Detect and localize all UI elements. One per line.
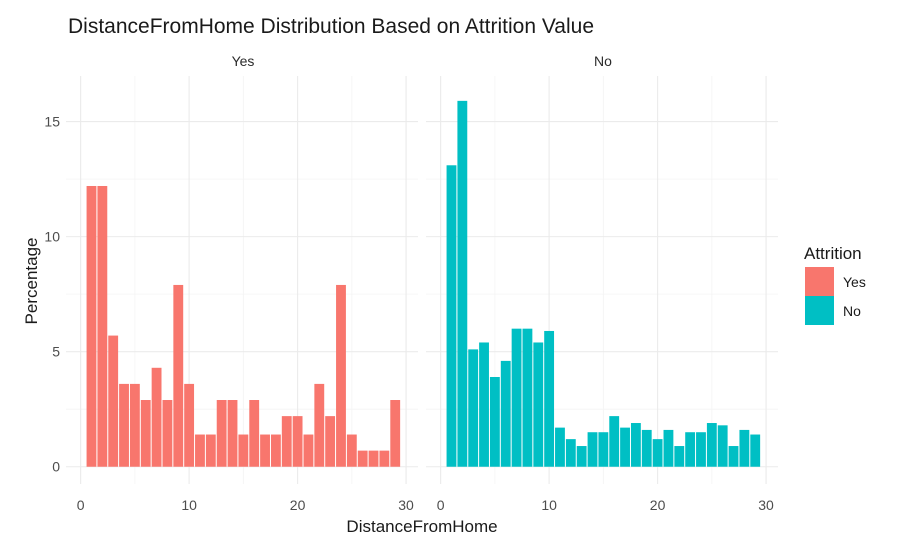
- x-tick-label: 30: [758, 497, 774, 513]
- bar-no-24: [696, 432, 706, 467]
- bar-yes-26: [357, 450, 368, 467]
- x-tick-label: 10: [541, 497, 557, 513]
- facet-panel-yes: [66, 76, 418, 484]
- x-tick-label: 0: [77, 497, 85, 513]
- bar-yes-10: [184, 383, 195, 467]
- bar-no-1: [446, 165, 457, 467]
- bar-no-25: [706, 423, 717, 467]
- bar-yes-4: [119, 383, 129, 467]
- bar-no-3: [468, 349, 479, 467]
- bar-no-7: [511, 328, 522, 467]
- bar-yes-1: [86, 185, 97, 467]
- y-tick-label: 0: [52, 459, 60, 475]
- bar-no-14: [587, 432, 598, 467]
- bar-yes-6: [140, 400, 151, 467]
- bar-no-4: [479, 342, 489, 467]
- bar-no-26: [717, 425, 728, 467]
- legend-title: Attrition: [804, 244, 862, 263]
- bar-yes-12: [205, 434, 216, 467]
- bar-yes-15: [238, 434, 249, 467]
- y-axis-title: Percentage: [22, 238, 41, 325]
- bar-yes-22: [314, 383, 325, 467]
- bar-no-27: [728, 446, 739, 467]
- bar-no-12: [565, 439, 576, 467]
- bar-yes-11: [195, 434, 205, 467]
- x-tick-label: 0: [437, 497, 445, 513]
- legend-label-no: No: [843, 303, 861, 319]
- y-tick-label: 10: [44, 229, 60, 245]
- bar-yes-29: [390, 400, 401, 467]
- bar-no-22: [674, 446, 685, 467]
- x-tick-label: 20: [290, 497, 306, 513]
- bar-no-18: [630, 423, 641, 467]
- x-tick-label: 20: [650, 497, 666, 513]
- bar-no-21: [663, 429, 674, 467]
- facet-label-no: No: [594, 53, 612, 69]
- facet-panel-no: [426, 76, 778, 484]
- bar-yes-20: [292, 416, 303, 467]
- bar-no-9: [533, 342, 544, 467]
- x-axis-title: DistanceFromHome: [346, 517, 497, 536]
- bar-no-10: [544, 330, 555, 467]
- bar-yes-13: [216, 400, 227, 467]
- bar-yes-19: [281, 416, 292, 467]
- bar-no-16: [609, 416, 620, 467]
- bar-yes-7: [151, 367, 162, 467]
- bar-no-19: [641, 429, 652, 467]
- legend: Attrition Yes No: [804, 244, 866, 325]
- x-tick-label: 30: [398, 497, 414, 513]
- bar-yes-28: [379, 450, 390, 467]
- bar-yes-24: [336, 284, 346, 467]
- bar-yes-25: [346, 434, 357, 467]
- bar-no-11: [555, 427, 565, 467]
- y-tick-label: 15: [44, 114, 60, 130]
- bar-yes-27: [368, 450, 379, 467]
- bar-yes-23: [325, 416, 336, 467]
- bar-no-28: [739, 429, 750, 467]
- legend-swatch-yes: [805, 267, 834, 296]
- bar-no-8: [522, 328, 533, 467]
- bar-yes-5: [129, 383, 140, 467]
- y-tick-label: 5: [52, 344, 60, 360]
- y-axis: 0 5 10 15: [44, 114, 60, 475]
- bar-yes-21: [303, 434, 314, 467]
- chart-title: DistanceFromHome Distribution Based on A…: [68, 15, 594, 38]
- bar-yes-9: [173, 284, 184, 467]
- bar-yes-16: [249, 400, 260, 467]
- bar-yes-8: [162, 400, 173, 467]
- bar-yes-18: [270, 434, 281, 467]
- bar-no-2: [457, 100, 468, 467]
- bar-no-20: [652, 439, 663, 467]
- bar-yes-14: [227, 400, 238, 467]
- bar-yes-17: [260, 434, 270, 467]
- x-axis: 0 10 20 30 0 10 20 30: [77, 497, 774, 513]
- bar-yes-2: [97, 185, 108, 467]
- bar-no-17: [620, 427, 630, 467]
- bar-yes-3: [108, 335, 119, 467]
- bar-no-15: [598, 432, 609, 467]
- x-tick-label: 10: [181, 497, 197, 513]
- legend-swatch-no: [805, 296, 834, 325]
- bar-no-29: [750, 434, 761, 467]
- bar-no-13: [576, 446, 587, 467]
- legend-label-yes: Yes: [843, 274, 866, 290]
- bar-no-23: [685, 432, 696, 467]
- facet-label-yes: Yes: [232, 53, 255, 69]
- bar-no-6: [500, 360, 511, 467]
- bar-no-5: [489, 376, 500, 467]
